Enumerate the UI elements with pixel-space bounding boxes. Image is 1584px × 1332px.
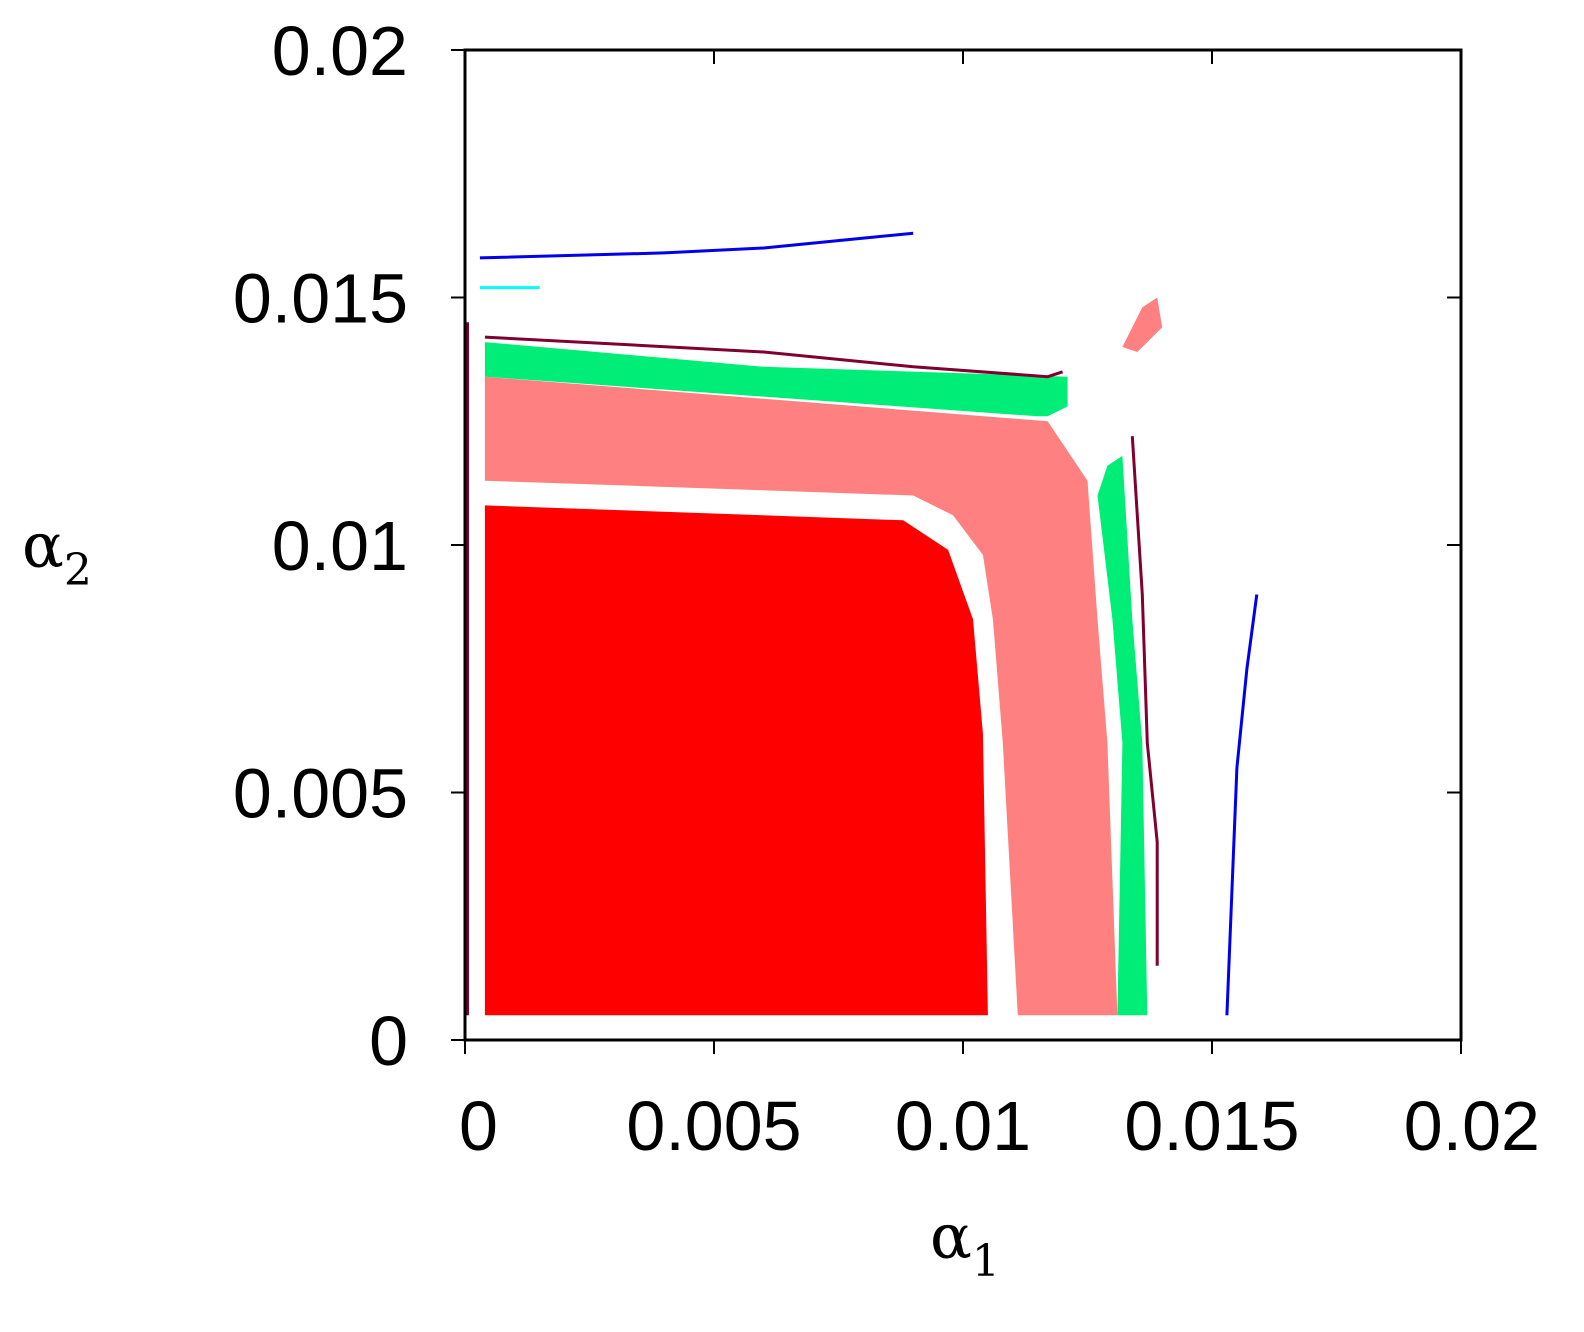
curve-1 <box>1130 436 1159 966</box>
curve-3 <box>1225 594 1259 1016</box>
y-axis-label-subscript: 2 <box>64 545 92 596</box>
x-tick-label-1: 0.005 <box>626 1087 801 1165</box>
y-tick-label-2: 0.01 <box>272 507 408 585</box>
x-axis-label: α1 <box>930 1200 1000 1287</box>
x-tick-label-0: 0 <box>459 1087 498 1165</box>
y-axis-label: α2 <box>22 509 92 596</box>
x-axis-label-subscript: 1 <box>972 1236 1000 1287</box>
x-tick-label-2: 0.01 <box>895 1087 1031 1165</box>
x-tick-label-4: 0.02 <box>1404 1087 1540 1165</box>
region-pink-1 <box>484 376 1118 1016</box>
x-tick-label-3: 0.015 <box>1124 1087 1299 1165</box>
plot-content <box>466 231 1259 1016</box>
y-tick-label-4: 0.02 <box>272 12 408 90</box>
region-red-0 <box>484 505 988 1016</box>
y-tick-label-0: 0 <box>369 1002 408 1080</box>
region-pink-island-4 <box>1122 297 1163 352</box>
curve-0 <box>484 335 1064 379</box>
region-green-3 <box>1097 455 1148 1016</box>
y-axis-label-symbol: α <box>22 509 64 582</box>
y-tick-label-1: 0.005 <box>233 755 408 833</box>
ticks: 0 0.005 0.01 0.015 0.02 0 0.005 0.01 0.015 0.02 <box>233 12 1540 1165</box>
y-tick-label-3: 0.015 <box>233 260 408 338</box>
region-green-2 <box>484 342 1068 417</box>
x-axis-label-symbol: α <box>930 1200 972 1273</box>
curve-2 <box>479 231 914 260</box>
